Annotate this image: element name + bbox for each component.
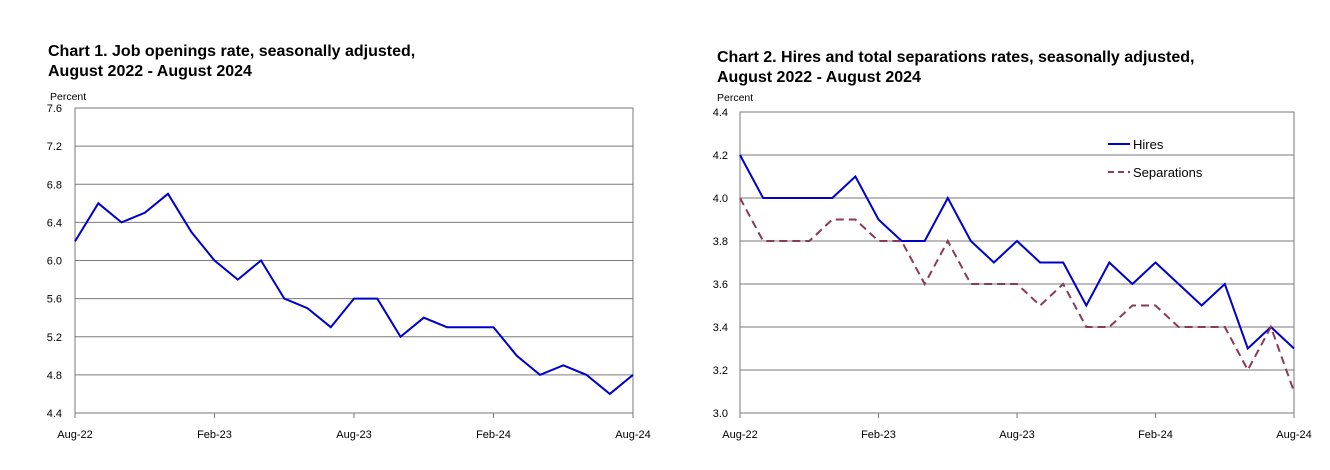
legend-label-separations: Separations (1133, 165, 1203, 180)
chart2: 3.0 3.2 3.4 3.6 3.8 4.0 4.2 4.4 Percent Aug-22 Feb… (713, 92, 1312, 441)
chart2-y-tick-label: 3.0 (713, 408, 728, 420)
chart1-title-line2: August 2022 - August 2024 (48, 63, 252, 80)
chart2-legend: Hires Separations (1108, 137, 1203, 180)
chart1-x-tick-label: Feb-24 (476, 429, 511, 441)
chart1-y-tick-label: 4.4 (47, 408, 62, 420)
chart1-y-axis-label: Percent (50, 91, 86, 103)
chart2-x-tick-label: Feb-23 (861, 429, 896, 441)
chart2-title-line1: Chart 2. Hires and total separations rat… (717, 49, 1195, 66)
chart2-y-tick-label: 4.4 (713, 107, 728, 119)
chart1-y-tick-label: 6.4 (47, 217, 62, 229)
chart2-y-tick-label: 3.4 (713, 322, 728, 334)
chart1-x-tick-label: Feb-23 (197, 429, 232, 441)
chart1-y-tick-label: 6.0 (47, 256, 62, 268)
chart2-x-tick-label: Aug-22 (722, 429, 757, 441)
chart1-y-tick-label: 5.6 (47, 294, 62, 306)
chart2-x-tick-label: Aug-24 (1276, 429, 1311, 441)
chart2-hires-line (739, 154, 1295, 351)
chart1-title-line1: Chart 1. Job openings rate, seasonally a… (48, 43, 416, 60)
chart2-plot-frame (739, 111, 1295, 414)
chart2-y-tick-label: 3.6 (713, 279, 728, 291)
chart2-y-axis-label: Percent (717, 92, 753, 104)
chart1-y-tick-label: 7.6 (47, 103, 62, 115)
chart2-y-tick-label: 3.8 (713, 236, 728, 248)
chart1-x-tick-label: Aug-22 (57, 429, 92, 441)
chart1-x-tick-label: Aug-23 (336, 429, 371, 441)
chart2-y-tick-label: 4.2 (713, 150, 728, 162)
chart2-x-tick-label: Aug-23 (999, 429, 1034, 441)
chart1-y-tick-label: 7.2 (47, 141, 62, 153)
legend-label-hires: Hires (1133, 137, 1164, 152)
chart2-title-line2: August 2022 - August 2024 (717, 69, 921, 86)
chart2-separations-line (739, 197, 1295, 392)
chart2-y-tick-label: 4.0 (713, 193, 728, 205)
chart2-title: Chart 2. Hires and total separations rat… (717, 48, 1317, 88)
chart1-series-line (74, 192, 634, 396)
chart1-y-tick-label: 5.2 (47, 332, 62, 344)
chart1-x-tick-label: Aug-24 (615, 429, 650, 441)
chart1-y-tick-label: 6.8 (47, 179, 62, 191)
chart1-y-tick-label: 4.8 (47, 370, 62, 382)
chart1-title: Chart 1. Job openings rate, seasonally a… (48, 42, 608, 82)
chart2-y-tick-label: 3.2 (713, 365, 728, 377)
chart2-x-tick-label: Feb-24 (1138, 429, 1173, 441)
